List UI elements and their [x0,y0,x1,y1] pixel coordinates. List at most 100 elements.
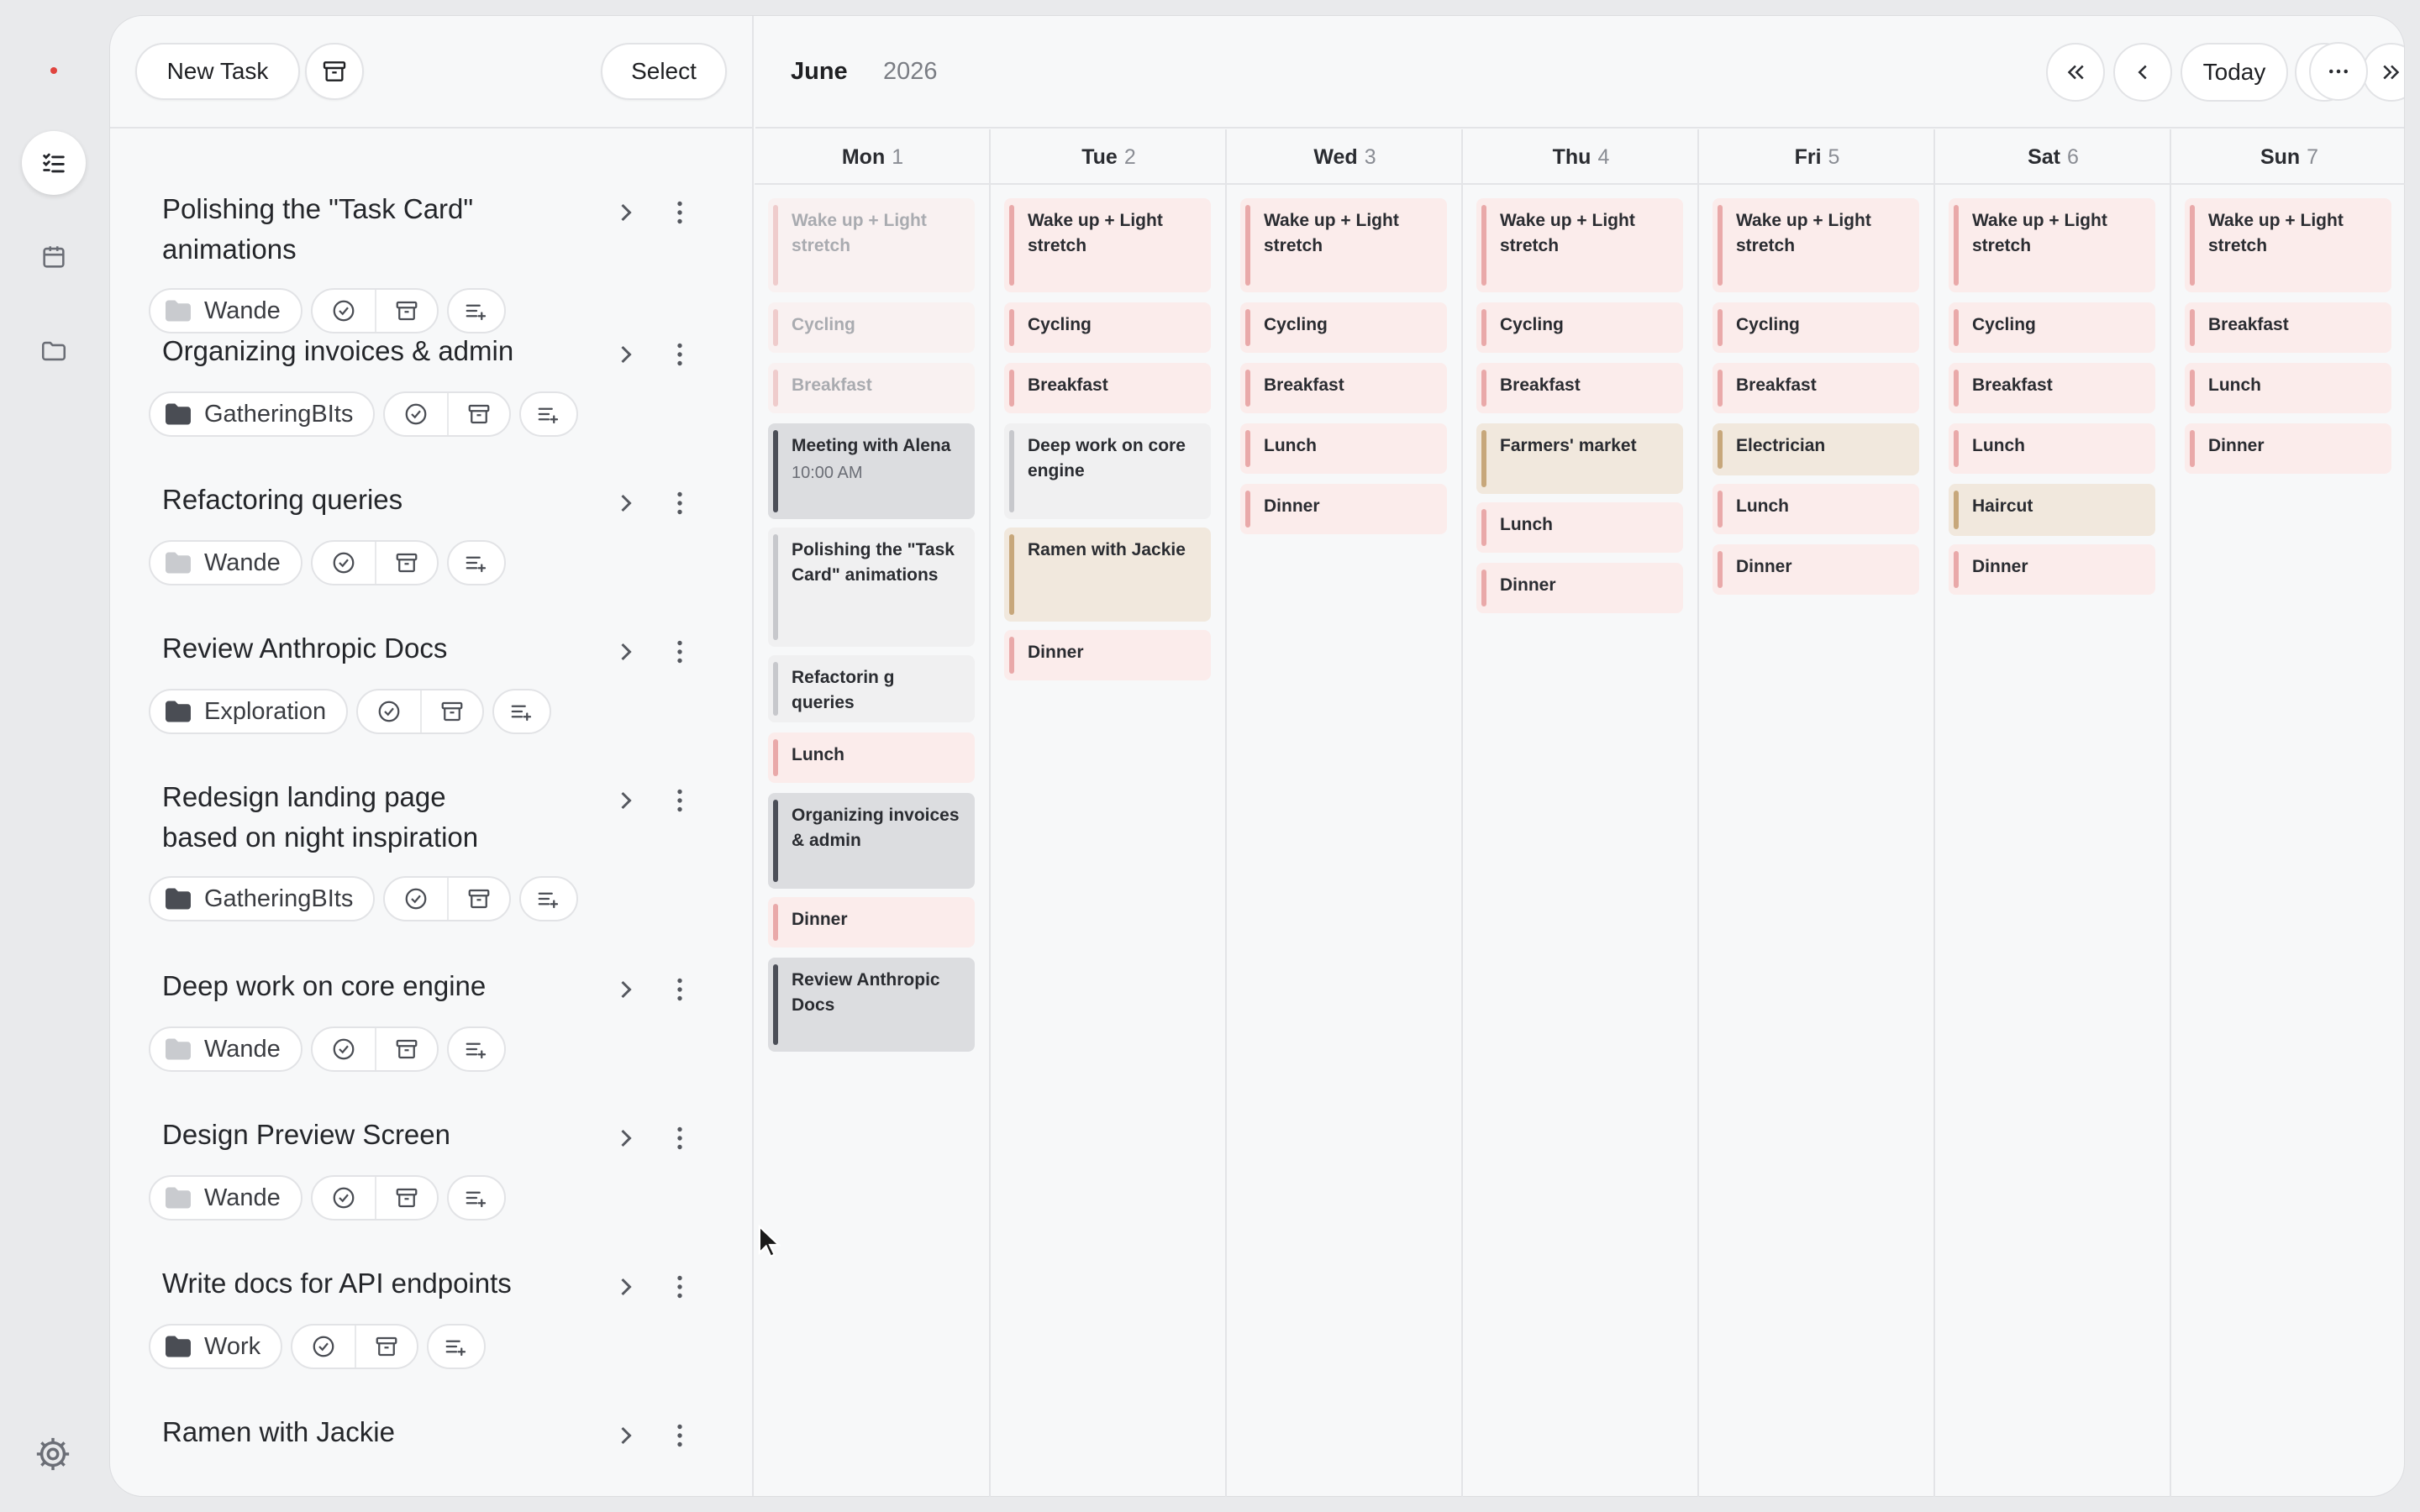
add-to-list-icon[interactable] [446,1175,506,1221]
calendar-event[interactable]: Ramen with Jackie [1004,528,1211,622]
projects-nav-button[interactable] [22,319,86,383]
complete-icon[interactable] [358,690,420,732]
more-options-button[interactable] [2309,42,2368,101]
more-vertical-icon[interactable] [665,339,695,370]
chevron-right-icon[interactable] [611,1420,641,1451]
chevron-right-icon[interactable] [611,785,641,816]
archive-icon[interactable] [374,290,437,332]
calendar-event[interactable]: Farmers' market [1476,423,1683,494]
project-tag[interactable]: Wande [149,540,302,585]
new-task-button[interactable]: New Task [135,43,300,100]
chevron-right-icon[interactable] [611,339,641,370]
complete-icon[interactable] [292,1326,355,1368]
today-button[interactable]: Today [2181,43,2288,102]
calendar-event[interactable]: Polishing the "Task Card" animations [768,528,975,647]
calendar-event[interactable]: Refactorin g queries [768,655,975,722]
calendar-event[interactable]: Breakfast [2185,302,2391,353]
archive-icon[interactable] [374,1177,437,1219]
calendar-event[interactable]: Dinner [1240,484,1447,534]
calendar-event[interactable]: Wake up + Light stretch [1949,198,2155,292]
chevron-right-icon[interactable] [611,197,641,228]
calendar-event[interactable]: Lunch [768,732,975,783]
complete-icon[interactable] [313,290,375,332]
chevron-right-icon[interactable] [611,1123,641,1153]
calendar-event[interactable]: Lunch [1240,423,1447,474]
more-vertical-icon[interactable] [665,1420,695,1451]
calendar-event[interactable]: Cycling [1476,302,1683,353]
calendar-event[interactable]: Breakfast [1949,363,2155,413]
day-column-thu[interactable]: Wake up + Light stretch Cycling Breakfas… [1463,129,1699,1497]
complete-icon[interactable] [313,1028,375,1070]
day-column-tue[interactable]: Wake up + Light stretch Cycling Breakfas… [991,129,1227,1497]
calendar-event[interactable]: Dinner [2185,423,2391,474]
calendar-event[interactable]: Cycling [1712,302,1919,353]
add-to-list-icon[interactable] [427,1324,487,1369]
complete-icon[interactable] [385,393,447,435]
project-tag[interactable]: GatheringBIts [149,876,376,921]
task-card[interactable]: Redesign landing page based on night ins… [110,765,752,954]
add-to-list-icon[interactable] [446,1026,506,1072]
project-tag[interactable]: GatheringBIts [149,391,376,437]
calendar-event[interactable]: Cycling [768,302,975,353]
calendar-event[interactable]: Haircut [1949,484,2155,536]
archive-icon[interactable] [447,878,509,920]
calendar-event[interactable]: Breakfast [1712,363,1919,413]
calendar-event[interactable]: Wake up + Light stretch [2185,198,2391,292]
archive-icon[interactable] [374,1028,437,1070]
calendar-event[interactable]: Wake up + Light stretch [1476,198,1683,292]
project-tag[interactable]: Exploration [149,689,349,734]
add-to-list-icon[interactable] [446,540,506,585]
more-vertical-icon[interactable] [665,785,695,816]
calendar-event[interactable]: Lunch [1949,423,2155,474]
day-column-wed[interactable]: Wake up + Light stretch Cycling Breakfas… [1227,129,1463,1497]
more-vertical-icon[interactable] [665,637,695,667]
calendar-event[interactable]: Cycling [1004,302,1211,353]
complete-icon[interactable] [385,878,447,920]
day-column-fri[interactable]: Wake up + Light stretch Cycling Breakfas… [1699,129,1935,1497]
calendar-event[interactable]: Breakfast [768,363,975,413]
project-tag[interactable]: Wande [149,1026,302,1072]
calendar-event[interactable]: Wake up + Light stretch [1712,198,1919,292]
day-column-sat[interactable]: Wake up + Light stretch Cycling Breakfas… [1935,129,2171,1497]
calendar-event[interactable]: Organizing invoices & admin [768,793,975,889]
task-card[interactable]: Polishing the "Task Card" animations Wan… [110,130,752,333]
calendar-event[interactable]: Dinner [1476,563,1683,613]
task-card[interactable]: Write docs for API endpoints Work [110,1252,752,1400]
project-tag[interactable]: Wande [149,1175,302,1221]
calendar-event[interactable]: Dinner [768,897,975,948]
calendar-event[interactable]: Breakfast [1240,363,1447,413]
project-tag[interactable]: Wande [149,288,302,333]
more-vertical-icon[interactable] [665,197,695,228]
day-column-mon[interactable]: Wake up + Light stretch Cycling Breakfas… [755,129,991,1497]
add-to-list-icon[interactable] [519,391,579,437]
tasks-nav-button[interactable] [22,131,86,195]
chevron-right-icon[interactable] [611,637,641,667]
task-card[interactable]: Deep work on core engine Wande [110,954,752,1103]
settings-gear-icon[interactable] [34,1435,72,1473]
archive-icon[interactable] [420,690,482,732]
calendar-event[interactable]: Cycling [1240,302,1447,353]
project-tag[interactable]: Work [149,1324,283,1369]
calendar-event[interactable]: Lunch [2185,363,2391,413]
calendar-event[interactable]: Wake up + Light stretch [1240,198,1447,292]
chevron-right-icon[interactable] [611,1272,641,1302]
calendar-event[interactable]: Dinner [1004,630,1211,680]
calendar-nav-button[interactable] [22,225,86,289]
calendar-event[interactable]: Meeting with Alena 10:00 AM [768,423,975,519]
select-button[interactable]: Select [601,43,727,100]
calendar-event[interactable]: Breakfast [1004,363,1211,413]
archive-icon[interactable] [374,542,437,584]
more-vertical-icon[interactable] [665,1123,695,1153]
previous-week-button[interactable] [2113,43,2172,102]
add-to-list-icon[interactable] [492,689,552,734]
calendar-event[interactable]: Lunch [1476,502,1683,553]
add-to-list-icon[interactable] [446,288,506,333]
more-vertical-icon[interactable] [665,974,695,1005]
complete-icon[interactable] [313,542,375,584]
chevron-right-icon[interactable] [611,488,641,518]
task-card[interactable]: Refactoring queries Wande [110,468,752,617]
more-vertical-icon[interactable] [665,1272,695,1302]
calendar-event[interactable]: Electrician [1712,423,1919,475]
task-card[interactable]: Review Anthropic Docs Exploration [110,617,752,765]
archive-button[interactable] [305,43,364,100]
